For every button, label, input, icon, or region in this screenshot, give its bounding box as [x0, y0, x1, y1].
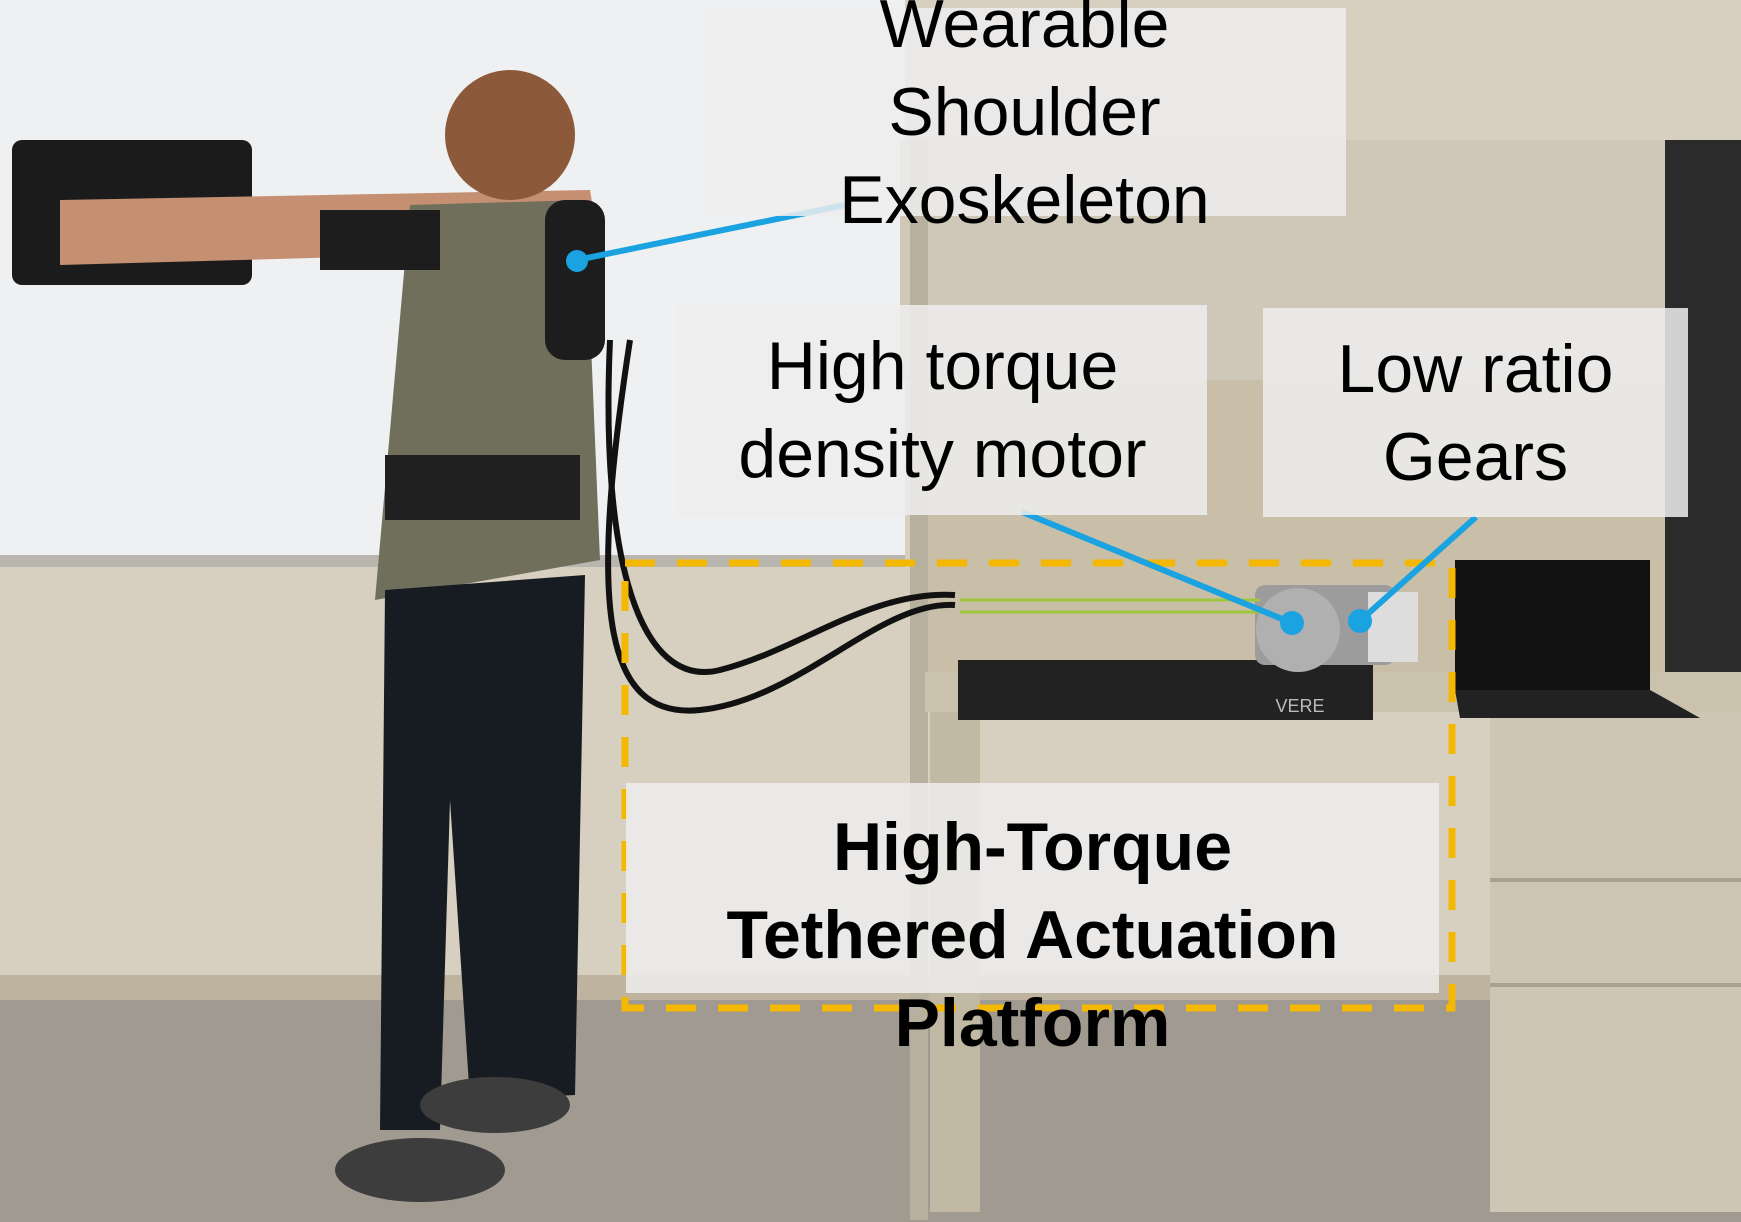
label-tethered-actuation-platform: High-Torque Tethered Actuation Platform [626, 783, 1439, 1061]
desk-drawers [1490, 712, 1741, 1212]
callout-line-motor [1020, 509, 1294, 626]
power-supply [1368, 592, 1418, 662]
callout-dot-motor [1280, 611, 1304, 635]
label-line: High-Torque [832, 809, 1233, 885]
head [445, 70, 575, 200]
exoskeleton-arm-cuff [320, 210, 440, 270]
callout-dot-gears [1348, 609, 1372, 633]
laptop-screen [1455, 560, 1650, 690]
platform-dashed-box [621, 559, 1456, 1012]
tether-cable-lower [605, 339, 956, 714]
label-line: Shoulder [888, 74, 1161, 150]
label-line: Low ratio [1337, 330, 1614, 407]
label-line: Gears [1382, 418, 1569, 495]
laptop-keyboard [1455, 690, 1700, 718]
hip-belt [385, 455, 580, 520]
label-line: Platform [894, 985, 1171, 1061]
floor [0, 1000, 1741, 1222]
shoe-right [420, 1077, 570, 1133]
label-line: Exoskeleton [839, 162, 1210, 238]
label-line: Wearable [879, 0, 1170, 62]
label-wearable-shoulder-exoskeleton: Wearable Shoulder Exoskeleton [703, 0, 1346, 238]
label-line: density motor [738, 416, 1147, 492]
tether-cable-upper [605, 339, 956, 675]
exoskeleton-shoulder-unit [545, 200, 605, 360]
callout-line-gears [1358, 514, 1479, 623]
shoe-left [335, 1138, 505, 1202]
label-low-ratio-gears: Low ratio Gears [1263, 308, 1688, 517]
label-line: Tethered Actuation [726, 897, 1339, 973]
callout-dot-exoskeleton [566, 250, 588, 272]
legs-pants [380, 575, 585, 1130]
label-line: High torque [766, 328, 1119, 404]
label-high-torque-density-motor: High torque density motor [678, 305, 1207, 515]
desk-brand-text: VERE [1275, 696, 1324, 716]
